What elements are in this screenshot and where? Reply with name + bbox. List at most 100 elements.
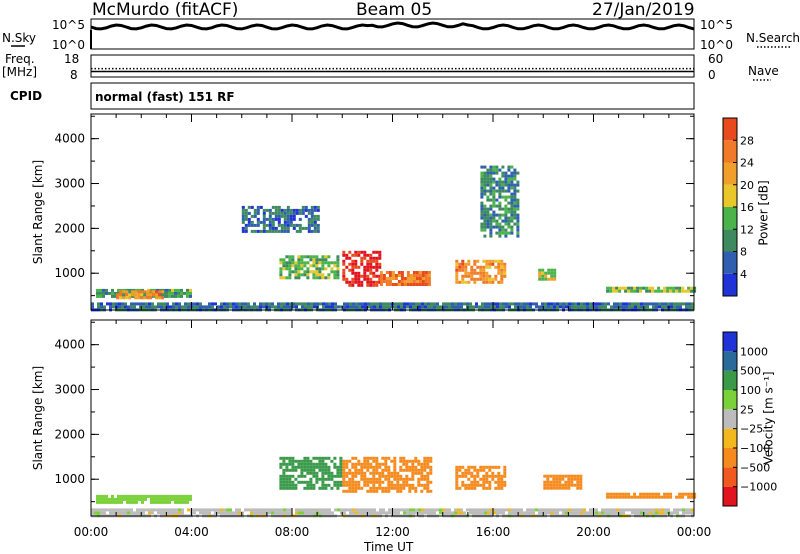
heatmap-cell bbox=[494, 465, 498, 469]
heatmap-cell bbox=[501, 174, 505, 178]
heatmap-cell bbox=[158, 293, 162, 297]
heatmap-cell bbox=[429, 480, 433, 484]
heatmap-cell bbox=[378, 483, 382, 487]
heatmap-cell bbox=[473, 474, 477, 478]
heatmap-cell bbox=[336, 261, 340, 265]
heatmap-cell bbox=[375, 468, 379, 472]
heatmap-cell bbox=[312, 468, 316, 472]
heatmap-cell bbox=[351, 259, 355, 263]
heatmap-cell bbox=[360, 474, 364, 478]
heatmap-cell bbox=[340, 305, 343, 309]
heatmap-cell bbox=[286, 511, 289, 515]
heatmap-cell bbox=[483, 177, 487, 181]
heatmap-cell bbox=[652, 302, 655, 306]
heatmap-cell bbox=[333, 462, 337, 466]
heatmap-cell bbox=[496, 302, 499, 306]
heatmap-cell bbox=[324, 255, 328, 259]
heatmap-cell bbox=[500, 265, 504, 269]
heatmap-cell bbox=[391, 271, 395, 274]
heatmap-cell bbox=[486, 189, 490, 193]
heatmap-cell bbox=[503, 271, 507, 275]
heatmap-cell bbox=[387, 480, 391, 484]
heatmap-cell bbox=[132, 294, 135, 298]
heatmap-cell bbox=[486, 219, 490, 223]
heatmap-cell bbox=[291, 261, 295, 265]
heatmap-cell bbox=[331, 511, 334, 515]
heatmap-cell bbox=[328, 305, 331, 309]
heatmap-cell bbox=[363, 483, 367, 487]
heatmap-cell bbox=[369, 253, 373, 257]
heatmap-cell bbox=[165, 494, 168, 498]
heatmap-cell bbox=[342, 474, 346, 478]
heatmap-cell bbox=[214, 508, 217, 512]
heatmap-cell bbox=[498, 180, 502, 184]
colorbar-swatch bbox=[723, 273, 737, 296]
heatmap-cell bbox=[510, 213, 514, 217]
heatmap-cell bbox=[489, 183, 493, 187]
cpid-panel-frame bbox=[90, 82, 695, 110]
heatmap-cell bbox=[171, 288, 174, 292]
heatmap-cell bbox=[369, 262, 373, 266]
heatmap-cell bbox=[552, 480, 556, 484]
heatmap-cell bbox=[315, 477, 319, 481]
heatmap-cell bbox=[411, 483, 415, 487]
heatmap-cell bbox=[247, 220, 251, 224]
heatmap-cell bbox=[283, 229, 287, 233]
heatmap-cell bbox=[418, 302, 421, 306]
heatmap-cell bbox=[116, 296, 120, 300]
heatmap-cell bbox=[244, 226, 248, 230]
heatmap-cell bbox=[375, 462, 379, 466]
heatmap-cell bbox=[574, 508, 577, 512]
heatmap-cell bbox=[382, 305, 385, 309]
heatmap-cell bbox=[645, 492, 649, 496]
heatmap-cell bbox=[517, 508, 520, 512]
heatmap-cell bbox=[408, 486, 412, 490]
x-tick-label: 16:00 bbox=[476, 525, 511, 539]
heatmap-cell bbox=[330, 477, 334, 481]
colorbar-swatch bbox=[723, 162, 737, 185]
heatmap-cell bbox=[336, 264, 340, 268]
heatmap-cell bbox=[631, 511, 634, 515]
heatmap-cell bbox=[417, 483, 421, 487]
heatmap-cell bbox=[455, 465, 459, 469]
heatmap-cell bbox=[652, 305, 655, 309]
heatmap-cell bbox=[366, 283, 370, 287]
heatmap-cell bbox=[498, 216, 502, 220]
colorbar-swatch bbox=[723, 448, 737, 468]
heatmap-cell bbox=[544, 508, 547, 512]
heatmap-cell bbox=[342, 259, 346, 263]
heatmap-cell bbox=[604, 511, 607, 515]
heatmap-cell bbox=[516, 222, 520, 226]
colorbar-tick-label: 8 bbox=[740, 246, 747, 259]
heatmap-cell bbox=[130, 511, 133, 515]
heatmap-cell bbox=[174, 291, 177, 295]
heatmap-cell bbox=[330, 459, 334, 463]
heatmap-cell bbox=[102, 500, 105, 504]
heatmap-cell bbox=[161, 290, 165, 294]
heatmap-cell bbox=[149, 293, 153, 297]
heatmap-cell bbox=[473, 259, 477, 263]
heatmap-cell bbox=[655, 508, 658, 512]
heatmap-cell bbox=[691, 302, 694, 306]
heatmap-cell bbox=[387, 486, 391, 490]
heatmap-cell bbox=[491, 474, 495, 478]
heatmap-cell bbox=[354, 474, 358, 478]
y-tick-label: 4000 bbox=[54, 132, 85, 146]
heatmap-cell bbox=[139, 305, 142, 309]
heatmap-cell bbox=[171, 497, 174, 501]
heatmap-cell bbox=[152, 293, 156, 297]
heatmap-cell bbox=[286, 205, 290, 209]
heatmap-cell bbox=[543, 483, 547, 487]
heatmap-cell bbox=[616, 511, 619, 515]
heatmap-cell bbox=[316, 223, 320, 227]
heatmap-cell bbox=[550, 274, 554, 278]
heatmap-cell bbox=[429, 471, 433, 475]
heatmap-cell bbox=[501, 171, 505, 175]
heatmap-cell bbox=[315, 474, 319, 478]
heatmap-cell bbox=[175, 302, 178, 306]
heatmap-cell bbox=[279, 276, 283, 280]
heatmap-cell bbox=[681, 289, 685, 293]
heatmap-cell bbox=[628, 508, 631, 512]
heatmap-cell bbox=[516, 228, 520, 232]
heatmap-cell bbox=[244, 305, 247, 309]
